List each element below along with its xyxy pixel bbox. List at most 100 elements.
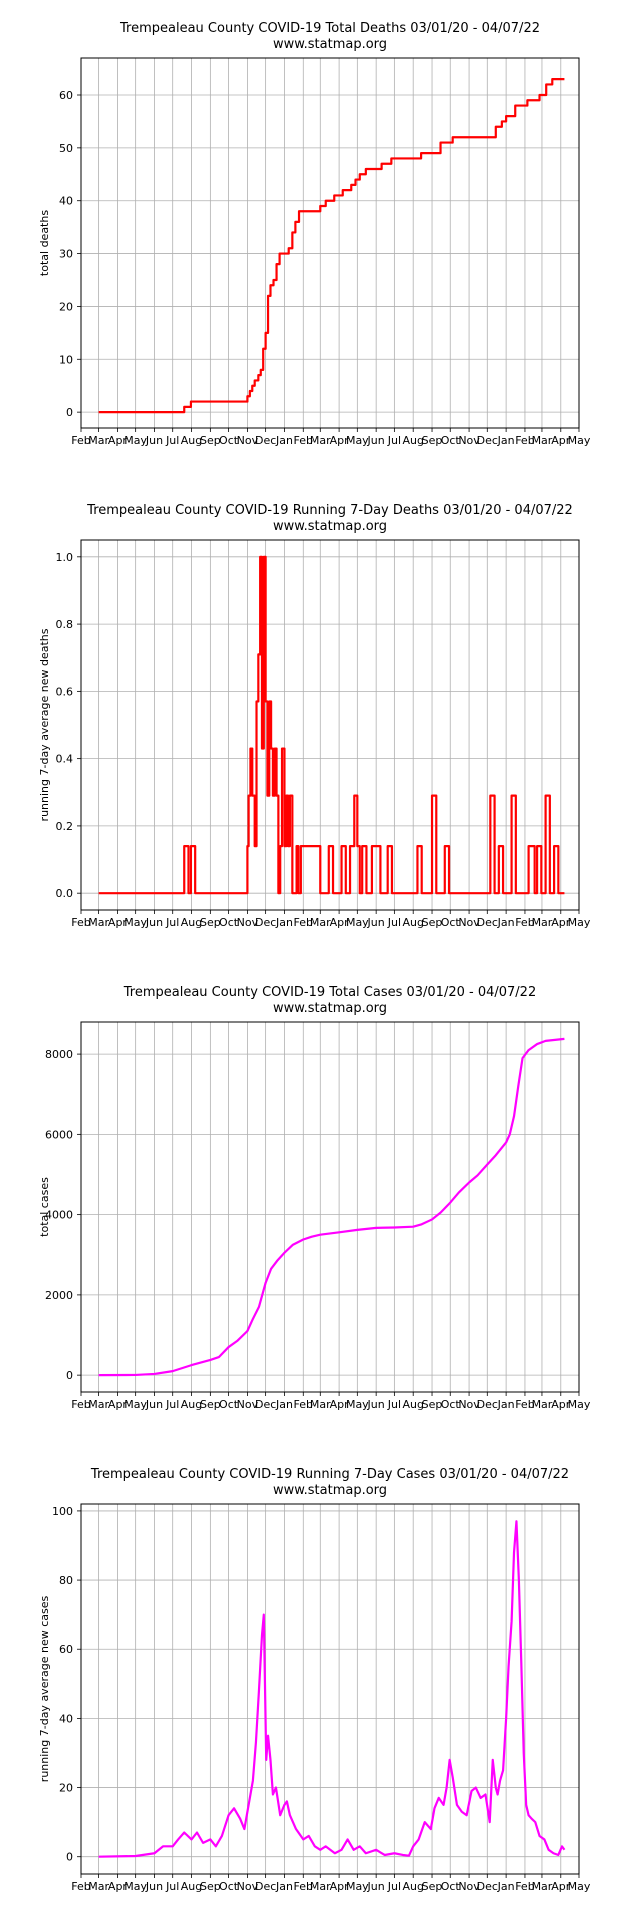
x-tick-label: Jul — [165, 1398, 179, 1411]
chart-4: Trempealeau County COVID-19 Running 7-Da… — [38, 1467, 591, 1893]
x-tick-label: Mar — [88, 916, 109, 929]
x-tick-label: Apr — [551, 1398, 571, 1411]
x-tick-label: Oct — [441, 916, 461, 929]
chart-title: Trempealeau County COVID-19 Running 7-Da… — [86, 503, 573, 518]
y-tick-label: 80 — [59, 1574, 73, 1587]
x-tick-label: Jul — [387, 1398, 401, 1411]
x-tick-label: May — [346, 1880, 369, 1893]
x-tick-label: Jan — [275, 1398, 293, 1411]
series-line — [98, 78, 565, 414]
x-tick-label: Jan — [275, 434, 293, 447]
x-tick-label: Aug — [402, 916, 423, 929]
x-tick-label: Jun — [145, 1398, 163, 1411]
y-tick-label: 20 — [59, 1782, 73, 1795]
x-tick-label: Jun — [367, 1398, 385, 1411]
x-tick-label: May — [346, 434, 369, 447]
y-tick-label: 1.0 — [56, 551, 74, 564]
x-tick-label: Apr — [108, 1398, 128, 1411]
plot-frame — [80, 539, 580, 911]
x-tick-label: Mar — [310, 434, 331, 447]
x-tick-label: Mar — [88, 434, 109, 447]
y-axis-label: total deaths — [38, 210, 51, 276]
x-tick-label: Feb — [515, 916, 534, 929]
y-tick-label: 40 — [59, 1712, 73, 1725]
x-tick-label: Aug — [402, 1880, 423, 1893]
x-tick-label: Feb — [515, 1398, 534, 1411]
y-tick-label: 60 — [59, 89, 73, 102]
x-tick-label: Nov — [237, 434, 259, 447]
x-tick-label: Apr — [551, 1880, 571, 1893]
x-tick-label: Aug — [181, 1880, 202, 1893]
y-tick-label: 20 — [59, 300, 73, 313]
x-tick-label: May — [568, 916, 591, 929]
chart-subtitle: www.statmap.org — [273, 37, 387, 52]
x-tick-label: Oct — [441, 1880, 461, 1893]
y-tick-label: 0 — [66, 1851, 73, 1864]
x-tick-label: Feb — [515, 434, 534, 447]
x-tick-label: Oct — [219, 916, 239, 929]
x-tick-label: Jul — [165, 1880, 179, 1893]
x-tick-label: May — [346, 916, 369, 929]
x-tick-label: Dec — [477, 1880, 498, 1893]
chart-subtitle: www.statmap.org — [273, 1483, 387, 1498]
x-tick-label: Mar — [310, 1398, 331, 1411]
y-tick-label: 60 — [59, 1643, 73, 1656]
x-tick-label: Dec — [255, 434, 276, 447]
y-axis-label: total cases — [38, 1177, 51, 1237]
x-tick-label: Sep — [422, 916, 443, 929]
y-tick-label: 0.2 — [56, 820, 74, 833]
x-tick-label: Mar — [310, 1880, 331, 1893]
y-tick-label: 0.8 — [56, 618, 74, 631]
x-tick-label: Apr — [551, 916, 571, 929]
chart-subtitle: www.statmap.org — [273, 519, 387, 534]
x-tick-label: Nov — [237, 1880, 259, 1893]
y-axis-label: running 7-day average new cases — [38, 1596, 51, 1783]
x-tick-label: Feb — [294, 434, 313, 447]
y-tick-label: 30 — [59, 248, 73, 261]
x-tick-label: Aug — [181, 434, 202, 447]
y-tick-label: 0 — [66, 406, 73, 419]
x-tick-label: Dec — [477, 1398, 498, 1411]
x-tick-label: Feb — [294, 916, 313, 929]
x-tick-label: Feb — [294, 1398, 313, 1411]
y-tick-label: 6000 — [45, 1128, 73, 1141]
x-tick-label: Sep — [200, 434, 221, 447]
chart-title: Trempealeau County COVID-19 Total Deaths… — [119, 21, 540, 36]
x-tick-label: Aug — [181, 1398, 202, 1411]
x-tick-label: Jan — [275, 916, 293, 929]
x-tick-label: Sep — [200, 1398, 221, 1411]
x-tick-label: Apr — [330, 916, 350, 929]
x-tick-label: Feb — [515, 1880, 534, 1893]
x-tick-label: Mar — [532, 434, 553, 447]
x-tick-label: Apr — [330, 1880, 350, 1893]
x-tick-label: Jan — [275, 1880, 293, 1893]
y-axis-label: running 7-day average new deaths — [38, 628, 51, 821]
x-tick-label: Jun — [367, 1880, 385, 1893]
x-tick-label: Mar — [88, 1880, 109, 1893]
x-tick-label: Sep — [200, 1880, 221, 1893]
chart-1: Trempealeau County COVID-19 Total Deaths… — [38, 21, 591, 447]
series-line — [98, 1520, 566, 1858]
x-tick-label: Jul — [165, 916, 179, 929]
x-tick-label: Feb — [71, 916, 90, 929]
x-tick-label: Aug — [181, 916, 202, 929]
x-tick-label: Oct — [219, 1398, 239, 1411]
chart-subtitle: www.statmap.org — [273, 1001, 387, 1016]
x-tick-label: May — [346, 1398, 369, 1411]
x-tick-label: May — [568, 1880, 591, 1893]
y-tick-label: 100 — [52, 1505, 73, 1518]
x-tick-label: Jun — [145, 1880, 163, 1893]
x-tick-label: May — [568, 1398, 591, 1411]
x-tick-label: May — [124, 1880, 147, 1893]
x-tick-label: Feb — [71, 1398, 90, 1411]
x-tick-label: Dec — [255, 1880, 276, 1893]
x-tick-label: Oct — [441, 434, 461, 447]
x-tick-label: Feb — [294, 1880, 313, 1893]
y-tick-label: 40 — [59, 195, 73, 208]
x-tick-label: Jul — [387, 1880, 401, 1893]
y-tick-label: 0.6 — [56, 685, 74, 698]
y-tick-label: 0 — [66, 1369, 73, 1382]
chart-title: Trempealeau County COVID-19 Running 7-Da… — [90, 1467, 569, 1482]
chart-2: Trempealeau County COVID-19 Running 7-Da… — [38, 503, 591, 929]
x-tick-label: Nov — [458, 434, 480, 447]
